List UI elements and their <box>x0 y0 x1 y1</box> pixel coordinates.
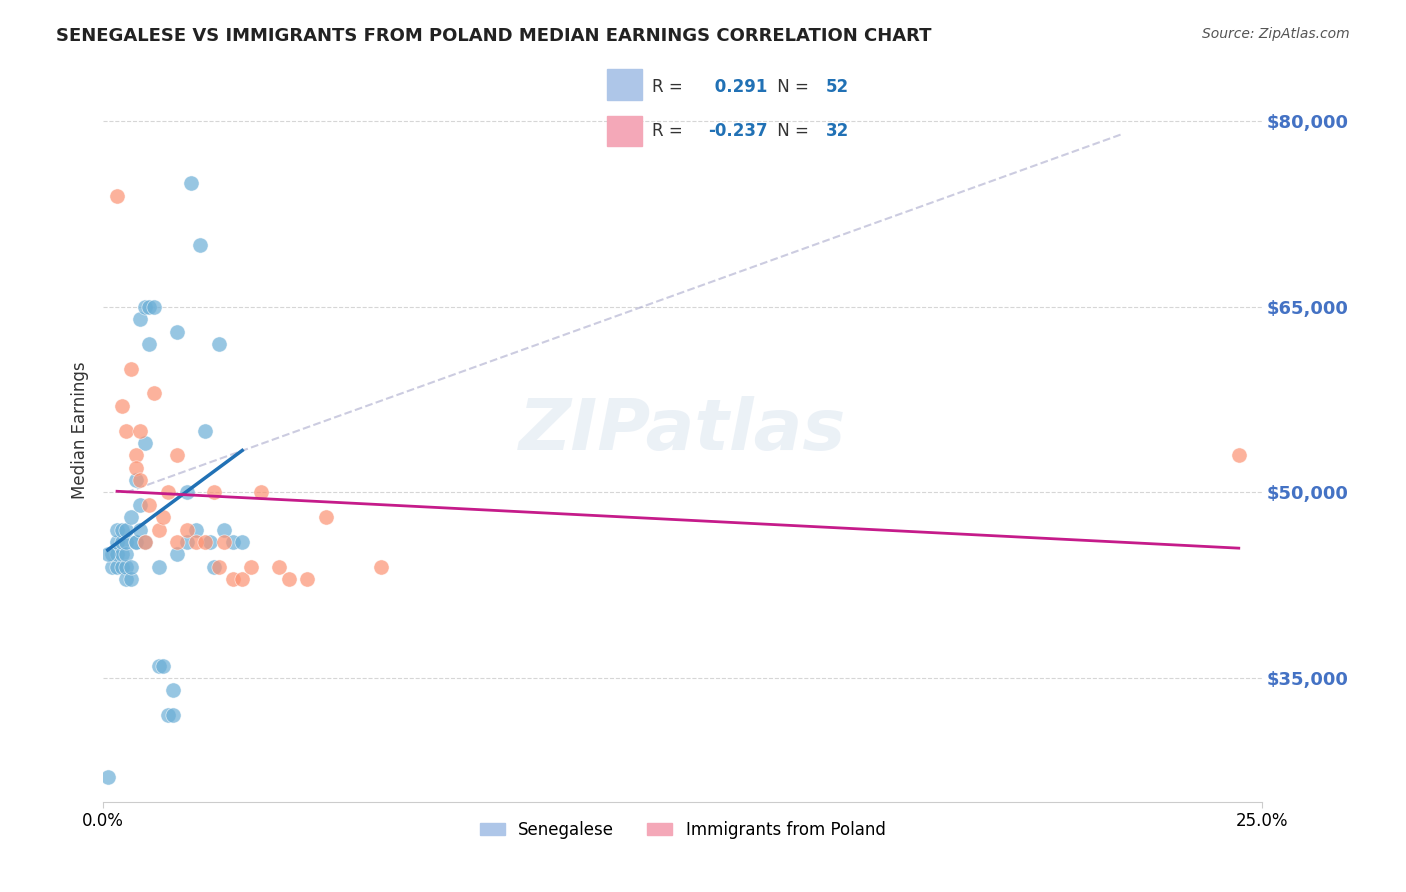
Point <box>134 300 156 314</box>
Point <box>129 498 152 512</box>
Point <box>115 534 138 549</box>
Point <box>231 572 253 586</box>
Point <box>194 534 217 549</box>
Legend: Senegalese, Immigrants from Poland: Senegalese, Immigrants from Poland <box>472 814 893 846</box>
Point <box>180 176 202 190</box>
Point <box>269 559 291 574</box>
Point <box>315 510 337 524</box>
Point <box>129 312 152 326</box>
Point <box>184 523 207 537</box>
Y-axis label: Median Earnings: Median Earnings <box>72 362 89 500</box>
Point <box>222 534 245 549</box>
Point <box>152 658 174 673</box>
Point <box>129 473 152 487</box>
Point <box>202 485 225 500</box>
Point <box>176 485 198 500</box>
Point <box>212 534 235 549</box>
Point <box>190 238 212 252</box>
Point <box>97 547 120 561</box>
Point <box>194 424 217 438</box>
Point <box>295 572 318 586</box>
Point <box>157 485 180 500</box>
Point <box>111 399 134 413</box>
Point <box>111 523 134 537</box>
Point <box>240 559 263 574</box>
Text: ZIPatlas: ZIPatlas <box>519 396 846 465</box>
Point <box>143 300 166 314</box>
Point <box>162 683 184 698</box>
Point <box>222 572 245 586</box>
Point <box>198 534 221 549</box>
Point <box>115 523 138 537</box>
Point <box>157 708 180 723</box>
Point <box>124 534 146 549</box>
Point <box>166 547 188 561</box>
Point <box>105 188 128 202</box>
Point <box>120 510 142 524</box>
Point <box>138 337 160 351</box>
Point <box>105 547 128 561</box>
Point <box>166 325 188 339</box>
Point <box>208 337 231 351</box>
Point <box>166 448 188 462</box>
Point <box>111 547 134 561</box>
Point <box>148 523 170 537</box>
Point <box>120 572 142 586</box>
Point <box>124 448 146 462</box>
Point <box>143 386 166 401</box>
Point <box>111 534 134 549</box>
Point <box>101 547 124 561</box>
Point <box>105 534 128 549</box>
Point <box>115 547 138 561</box>
Point <box>124 534 146 549</box>
Point <box>124 473 146 487</box>
Point <box>129 424 152 438</box>
Point <box>101 559 124 574</box>
Point <box>97 770 120 784</box>
Point <box>129 523 152 537</box>
Point <box>138 498 160 512</box>
Point <box>148 658 170 673</box>
Point <box>124 460 146 475</box>
Point <box>370 559 392 574</box>
Point <box>115 559 138 574</box>
Text: Source: ZipAtlas.com: Source: ZipAtlas.com <box>1202 27 1350 41</box>
Point <box>249 485 271 500</box>
Point <box>212 523 235 537</box>
Point <box>152 510 174 524</box>
Point <box>166 534 188 549</box>
Text: SENEGALESE VS IMMIGRANTS FROM POLAND MEDIAN EARNINGS CORRELATION CHART: SENEGALESE VS IMMIGRANTS FROM POLAND MED… <box>56 27 932 45</box>
Point <box>184 534 207 549</box>
Point <box>115 572 138 586</box>
Point <box>176 523 198 537</box>
Point <box>134 534 156 549</box>
Point <box>231 534 253 549</box>
Point <box>176 534 198 549</box>
Point <box>115 424 138 438</box>
Point <box>138 300 160 314</box>
Point <box>105 523 128 537</box>
Point <box>120 361 142 376</box>
Point <box>202 559 225 574</box>
Point <box>148 559 170 574</box>
Point <box>1227 448 1250 462</box>
Point <box>134 534 156 549</box>
Point <box>105 559 128 574</box>
Point <box>277 572 299 586</box>
Point <box>111 559 134 574</box>
Point <box>134 436 156 450</box>
Point <box>208 559 231 574</box>
Point <box>162 708 184 723</box>
Point <box>120 559 142 574</box>
